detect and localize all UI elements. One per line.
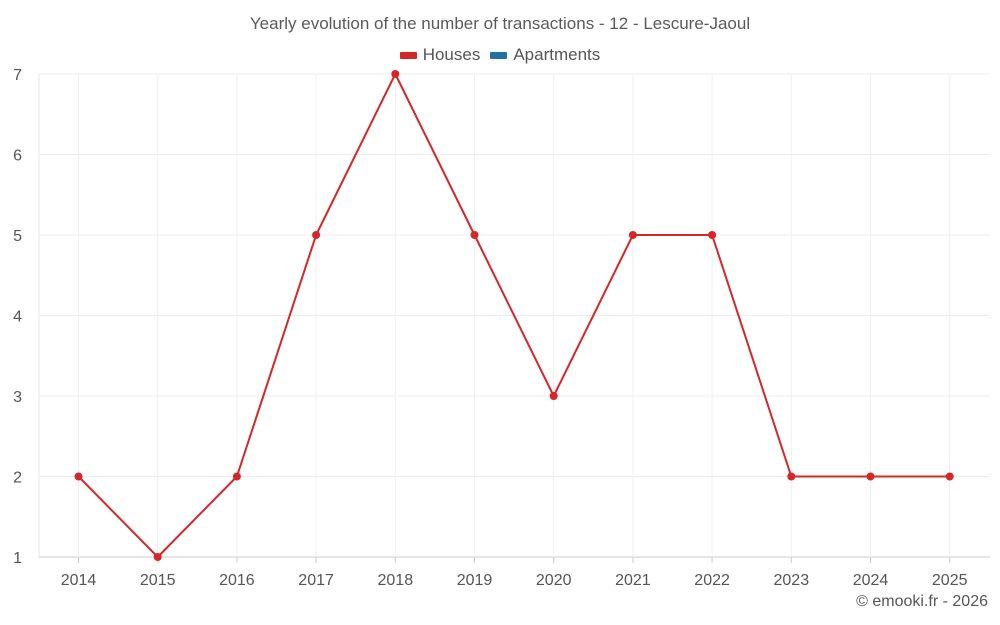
data-point-houses-2019[interactable] — [470, 231, 479, 239]
data-point-houses-2015[interactable] — [153, 553, 162, 561]
x-tick-label: 2023 — [774, 572, 810, 589]
x-tick-label: 2018 — [378, 572, 414, 589]
x-tick-label: 2019 — [457, 572, 493, 589]
data-point-houses-2024[interactable] — [866, 472, 875, 481]
x-tick-label: 2015 — [140, 572, 176, 589]
data-point-houses-2020[interactable] — [549, 392, 558, 400]
x-tick-label: 2024 — [853, 572, 889, 589]
y-tick-label: 5 — [13, 228, 22, 245]
x-tick-label: 2016 — [219, 572, 255, 589]
data-point-houses-2023[interactable] — [787, 472, 796, 481]
y-tick-label: 3 — [13, 389, 22, 406]
chart-title: Yearly evolution of the number of transa… — [249, 14, 751, 33]
credit-footer: © emooki.fr - 2026 — [856, 593, 988, 610]
data-point-houses-2025[interactable] — [945, 472, 954, 481]
data-point-houses-2014[interactable] — [74, 472, 83, 481]
data-point-houses-2016[interactable] — [232, 472, 241, 481]
x-tick-label: 2020 — [536, 572, 572, 589]
y-tick-label: 4 — [13, 309, 22, 326]
data-point-houses-2018[interactable] — [391, 70, 400, 78]
legend-item-apartments[interactable]: Apartments — [490, 45, 600, 65]
series-line-houses — [77, 73, 950, 558]
x-tick-label: 2022 — [694, 572, 730, 589]
y-tick-label: 6 — [13, 148, 22, 165]
x-tick-label: 2021 — [615, 572, 651, 589]
legend-item-houses[interactable]: Houses — [399, 45, 481, 65]
legend: Houses Apartments — [0, 45, 1000, 65]
y-tick-label: 2 — [13, 470, 22, 487]
x-tick-label: 2017 — [298, 572, 334, 589]
x-tick-label: 2025 — [932, 572, 968, 589]
data-point-houses-2021[interactable] — [628, 231, 637, 239]
legend-label-apartments: Apartments — [513, 45, 601, 64]
legend-swatch-apartments — [490, 51, 508, 59]
data-point-houses-2017[interactable] — [312, 231, 321, 239]
series — [74, 70, 954, 561]
axes: 1 2 3 4 5 6 7 2014 2015 2016 2017 2018 2019 2020 2021 2… — [13, 67, 968, 589]
legend-label-houses: Houses — [422, 45, 481, 64]
y-tick-label: 7 — [13, 67, 22, 84]
data-point-houses-2022[interactable] — [708, 231, 717, 239]
x-tick-label: 2014 — [61, 572, 97, 589]
y-tick-label: 1 — [13, 550, 22, 567]
legend-swatch-houses — [399, 51, 417, 59]
